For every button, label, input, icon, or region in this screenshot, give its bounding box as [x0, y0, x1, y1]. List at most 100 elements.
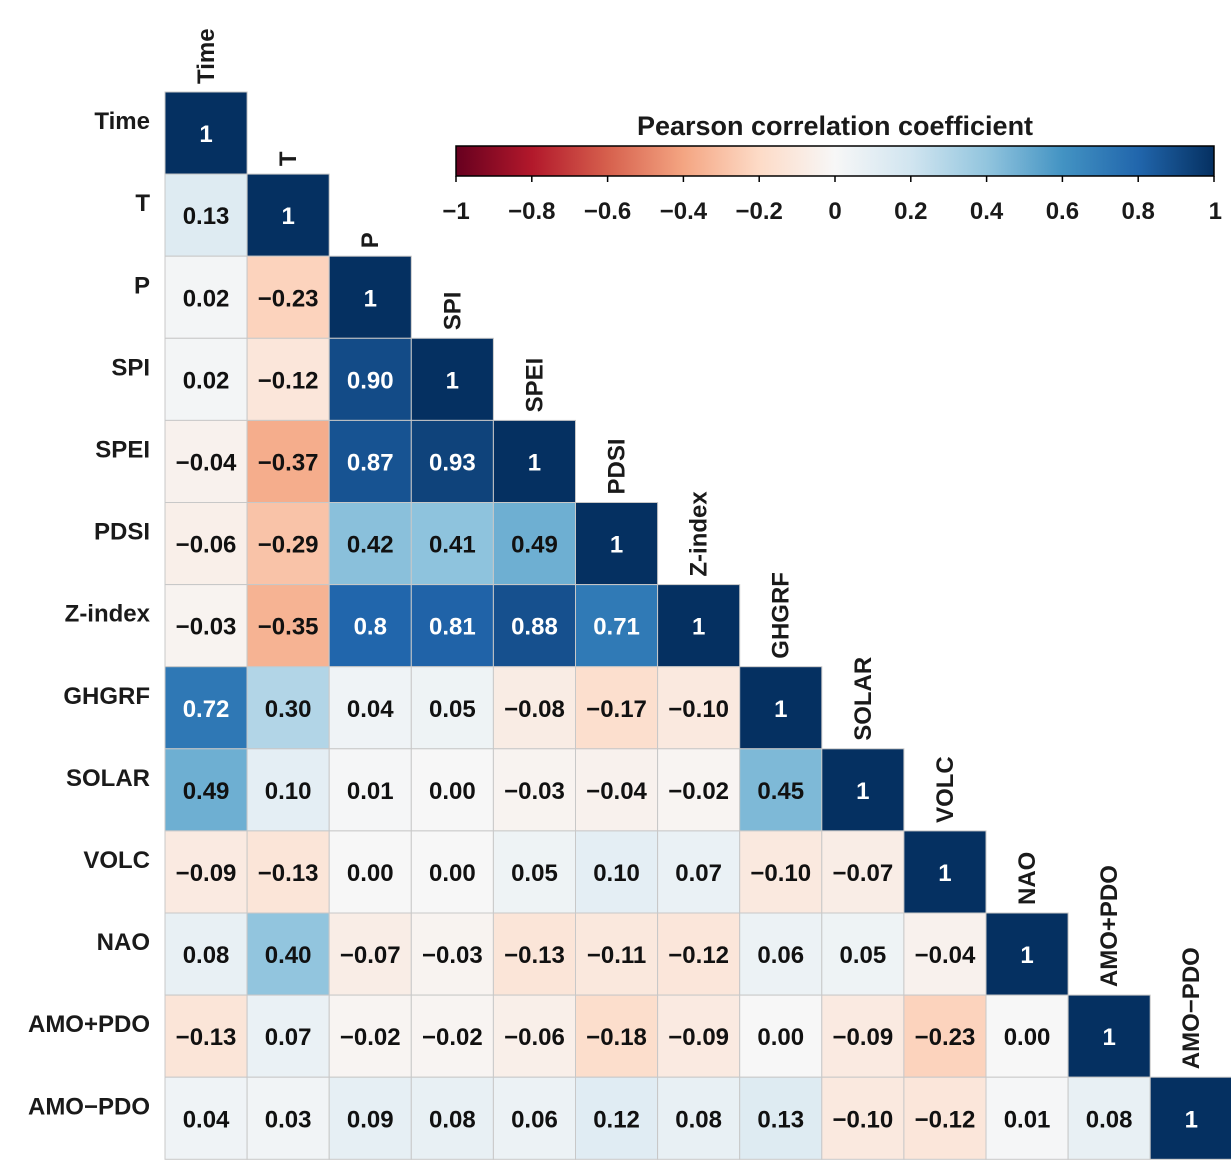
heatmap-cell — [492, 1076, 576, 1160]
cell-value-label: 0.40 — [265, 942, 312, 969]
heatmap-cell — [246, 584, 330, 668]
colorbar-tick-label: 0.6 — [1046, 198, 1079, 225]
cell-value-label: 0.09 — [347, 1106, 394, 1133]
cell-value-label: −0.06 — [176, 532, 237, 559]
column-label: P — [357, 232, 384, 248]
cell-value-label: 0.81 — [429, 614, 476, 641]
heatmap-cell — [410, 337, 494, 421]
cell-value-label: 0.00 — [429, 860, 476, 887]
heatmap-cell — [246, 419, 330, 503]
heatmap-cell — [492, 419, 576, 503]
cell-value-label: 1 — [692, 614, 705, 641]
heatmap-cell — [657, 666, 741, 750]
cell-value-label: 0.45 — [757, 778, 804, 805]
cell-value-label: −0.10 — [668, 696, 729, 723]
column-label: GHGRF — [768, 572, 795, 659]
heatmap-cell — [739, 994, 823, 1078]
colorbar-gradient — [455, 145, 1215, 177]
cell-value-label: 0.06 — [757, 942, 804, 969]
heatmap-cell — [903, 830, 987, 914]
heatmap-cell — [821, 748, 905, 832]
cell-value-label: 1 — [1020, 942, 1033, 969]
cell-value-label: 1 — [364, 285, 377, 312]
cell-value-label: −0.03 — [504, 778, 565, 805]
heatmap-cell — [328, 502, 412, 586]
cell-value-label: −0.04 — [915, 942, 976, 969]
row-label: AMO+PDO — [28, 1011, 150, 1038]
cell-value-label: −0.02 — [422, 1024, 483, 1051]
cell-value-label: 1 — [199, 121, 212, 148]
heatmap-cell — [903, 994, 987, 1078]
heatmap-cell — [246, 748, 330, 832]
column-label: Z-index — [686, 491, 713, 577]
heatmap-cell — [164, 255, 248, 339]
cell-value-label: 0.05 — [839, 942, 886, 969]
column-label: Time — [193, 28, 220, 84]
colorbar-title: Pearson correlation coefficient — [637, 111, 1033, 141]
cell-value-label: −0.03 — [176, 614, 237, 641]
cell-value-label: −0.12 — [258, 367, 319, 394]
colorbar-tick-label: −0.8 — [508, 198, 555, 225]
cell-value-label: −0.35 — [258, 614, 319, 641]
cell-value-label: −0.23 — [258, 285, 319, 312]
cell-value-label: 0.08 — [429, 1106, 476, 1133]
heatmap-cell — [246, 912, 330, 996]
cell-value-label: 0.01 — [347, 778, 394, 805]
cell-value-label: −0.37 — [258, 449, 319, 476]
cell-value-label: 0.04 — [347, 696, 394, 723]
column-label: T — [275, 151, 302, 166]
column-label: AMO−PDO — [1178, 947, 1205, 1069]
heatmap-cell — [739, 830, 823, 914]
cell-value-label: 0.06 — [511, 1106, 558, 1133]
heatmap-cell — [821, 1076, 905, 1160]
heatmap-cell — [410, 912, 494, 996]
row-label: VOLC — [83, 847, 150, 874]
cell-value-label: 1 — [528, 449, 541, 476]
cell-value-label: 0.12 — [593, 1106, 640, 1133]
column-label: VOLC — [932, 756, 959, 823]
heatmap-cell — [246, 994, 330, 1078]
cell-value-label: 0.05 — [429, 696, 476, 723]
colorbar-ticks: −1 −0.8 −0.6 −0.4 −0.2 0 0.2 0.4 0.6 0.8 1 — [442, 176, 1222, 225]
heatmap-cell — [657, 1076, 741, 1160]
cell-value-label: −0.02 — [668, 778, 729, 805]
column-label: NAO — [1014, 852, 1041, 905]
heatmap-cell — [739, 1076, 823, 1160]
cell-value-label: 0.49 — [511, 532, 558, 559]
cell-value-label: −0.13 — [504, 942, 565, 969]
heatmap-cell — [164, 91, 248, 175]
row-label: P — [134, 272, 150, 299]
cell-value-label: −0.13 — [258, 860, 319, 887]
heatmap-cell — [657, 748, 741, 832]
heatmap-cell — [246, 502, 330, 586]
cell-value-label: 0.8 — [354, 614, 387, 641]
heatmap-cell — [164, 502, 248, 586]
cell-value-label: −0.07 — [832, 860, 893, 887]
cell-value-label: −0.09 — [176, 860, 237, 887]
row-label: AMO−PDO — [28, 1093, 150, 1120]
heatmap-cell — [657, 994, 741, 1078]
cell-value-label: 0.49 — [183, 778, 230, 805]
cell-value-label: −0.18 — [586, 1024, 647, 1051]
heatmap-cell — [246, 337, 330, 421]
cell-value-label: 0.30 — [265, 696, 312, 723]
colorbar-tick-label: 0.2 — [894, 198, 927, 225]
heatmap-cell — [410, 419, 494, 503]
heatmap-cell — [328, 830, 412, 914]
cell-value-label: 0.03 — [265, 1106, 312, 1133]
cell-value-label: 0.13 — [183, 203, 230, 230]
heatmap-cell — [328, 748, 412, 832]
colorbar-tick-label: 1 — [1209, 198, 1222, 225]
cell-value-label: −0.09 — [668, 1024, 729, 1051]
heatmap-cell — [657, 584, 741, 668]
heatmap-cell — [410, 502, 494, 586]
cell-value-label: −0.07 — [340, 942, 401, 969]
heatmap-cell — [328, 666, 412, 750]
heatmap-cell — [903, 1076, 987, 1160]
cell-value-label: 1 — [856, 778, 869, 805]
cell-value-label: 0.07 — [675, 860, 722, 887]
heatmap-cell — [164, 994, 248, 1078]
heatmap-cell — [985, 994, 1069, 1078]
heatmap-cell — [575, 502, 659, 586]
